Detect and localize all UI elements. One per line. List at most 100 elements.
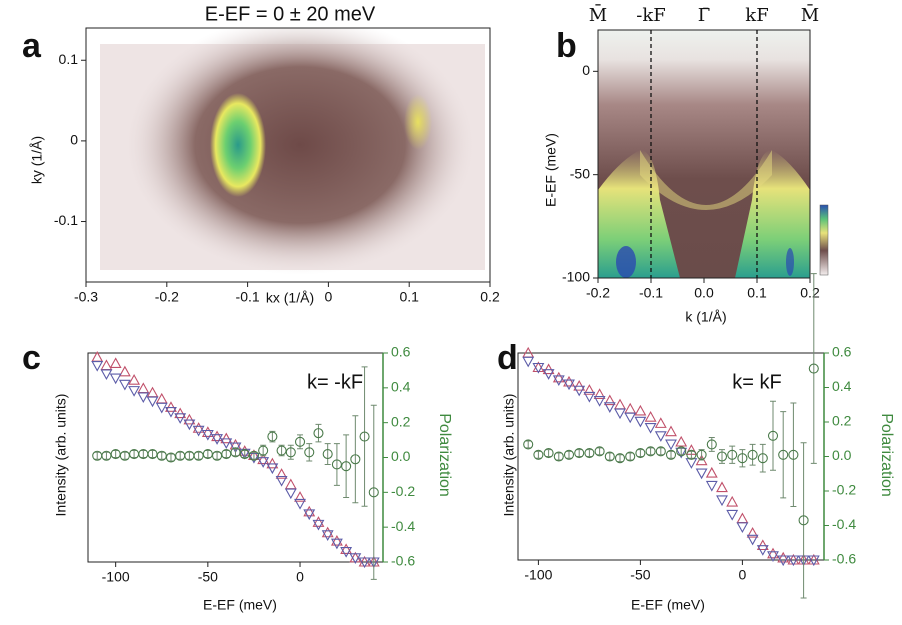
data-point: [211, 434, 223, 445]
y-tick-label: 0.1: [59, 51, 79, 67]
data-point: [330, 534, 343, 546]
error-bar: [149, 450, 156, 458]
data-point: [100, 359, 113, 371]
error-bar: [566, 450, 572, 459]
data-point: [737, 453, 748, 464]
error-bar: [535, 450, 542, 459]
y2-tick-label: 0.0: [391, 448, 411, 464]
y-tick-label: -100: [562, 269, 590, 285]
data-point: [665, 425, 677, 437]
x-tick-label: -0.2: [155, 289, 179, 305]
data-point: [736, 512, 749, 524]
data-point: [645, 446, 656, 457]
y-tick-label: 0: [582, 62, 590, 78]
data-point: [284, 478, 297, 490]
data-point: [128, 386, 141, 397]
y2-axis-label: Polarization: [436, 413, 453, 497]
error-bar: [352, 415, 359, 504]
data-point: [532, 362, 545, 374]
data-point: [183, 413, 196, 425]
y2-tick-label: 0.0: [832, 447, 852, 463]
data-point: [624, 402, 637, 414]
data-point: [614, 398, 626, 410]
error-bar: [112, 450, 119, 458]
data-point: [705, 466, 718, 478]
error-bar: [214, 451, 221, 460]
error-bar: [739, 449, 746, 468]
data-point: [726, 495, 739, 507]
y2-tick-label: -0.2: [391, 483, 415, 499]
data-point: [624, 412, 637, 424]
error-bar: [223, 450, 230, 458]
y-tick-label: 0: [70, 132, 78, 148]
data-point: [603, 394, 616, 406]
y2-tick-label: -0.4: [832, 516, 856, 532]
top-tick-label: M̄: [589, 3, 607, 26]
error-bar: [668, 450, 674, 459]
plot-frame: [85, 27, 491, 283]
data-point: [685, 458, 698, 469]
error-bar: [749, 443, 756, 466]
x-tick-label: -0.1: [639, 285, 663, 301]
x-axis-label: E-EF (meV): [203, 597, 277, 613]
annotation: k= kF: [732, 371, 781, 393]
data-point: [109, 357, 122, 368]
error-bar: [770, 400, 776, 471]
error-bar: [617, 454, 623, 463]
data-point: [552, 375, 565, 387]
error-bar: [637, 449, 644, 457]
data-point: [788, 449, 799, 460]
data-point: [665, 449, 677, 460]
error-bar: [627, 452, 634, 461]
data-point: [340, 547, 353, 558]
data-point: [777, 555, 790, 567]
data-point: [192, 422, 205, 433]
y2-tick-label: 0.6: [832, 344, 852, 360]
data-point: [644, 411, 657, 422]
data-point: [716, 451, 728, 462]
error-bar: [250, 451, 257, 460]
data-point: [665, 439, 677, 451]
data-point: [543, 447, 554, 459]
x-tick-label: 0.0: [694, 285, 714, 301]
y2-tick-label: 0.6: [391, 344, 411, 360]
data-point: [128, 374, 141, 385]
error-bar: [241, 450, 248, 458]
data-point: [137, 382, 150, 394]
data-point: [583, 391, 596, 403]
panel-label: b: [556, 27, 577, 65]
data-point: [368, 487, 379, 498]
data-point: [716, 495, 728, 507]
data-point: [229, 442, 242, 454]
data-point: [91, 360, 104, 372]
data-point: [321, 526, 334, 538]
data-point: [118, 379, 131, 391]
data-point: [583, 384, 596, 395]
y-axis-label: ky (1/Å): [29, 136, 45, 184]
data-point: [705, 480, 718, 492]
error-bar: [361, 366, 368, 507]
data-point: [137, 392, 150, 404]
data-point: [614, 408, 626, 420]
data-point: [146, 396, 159, 408]
data-point: [736, 522, 749, 534]
top-tick-label: Γ̄: [698, 5, 711, 26]
data-point: [726, 509, 739, 521]
data-point: [747, 449, 758, 460]
data-point: [258, 445, 269, 456]
data-point: [593, 388, 606, 399]
error-bar: [333, 443, 340, 486]
x-tick-label: 0.1: [399, 289, 419, 305]
data-point: [118, 365, 131, 377]
data-point: [257, 457, 270, 468]
y2-tick-label: -0.4: [391, 518, 415, 534]
data-point: [716, 481, 728, 493]
y2-tick-label: -0.6: [832, 551, 856, 567]
y-tick-label: -0.1: [54, 212, 78, 228]
band-map-image: [598, 30, 810, 278]
error-bar: [606, 452, 613, 461]
annotation: k= -kF: [307, 371, 363, 393]
data-point: [756, 539, 769, 551]
x-tick-label: -50: [198, 569, 218, 585]
